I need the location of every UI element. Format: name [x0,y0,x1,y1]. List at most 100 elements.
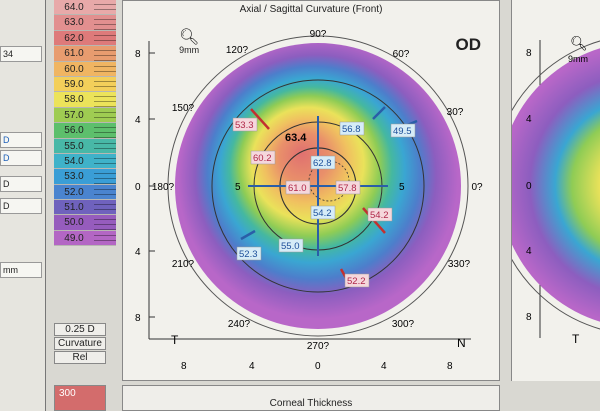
scale-step: 59.0 [54,76,116,93]
scale-step-ticks [94,153,116,169]
map-title: Axial / Sagittal Curvature (Front) [239,4,383,15]
x-tick-label: 8 [181,361,187,372]
temporal-label: T [572,332,580,346]
degree-label: 180? [152,182,175,193]
curvature-value: 52.3 [239,249,258,260]
scale-step: 54.0 [54,153,116,170]
scale-step: 49.0 [54,230,116,247]
y-tick-label: 4 [135,115,141,126]
scale-step: 60.0 [54,61,116,77]
info-field-3: D [0,150,42,166]
scale-step-ticks [94,107,116,123]
x-tick-label: 0 [315,361,321,372]
degree-label: 90? [310,29,327,40]
scale-step: 51.0 [54,200,116,216]
y-tick-label: 8 [526,48,532,59]
scale-step: 64.0 [54,0,116,16]
scale-step-ticks [94,61,116,76]
scale-step-ticks [94,46,116,61]
scale-step-ticks [94,215,116,230]
scale-step-ticks [94,138,116,153]
curvature-value: 61.0 [288,183,307,194]
color-scale-legend: 64.0 63.0 62.0 61.0 60.0 59.0 58.0 57.0 56.0 55.0… [54,0,116,247]
scale-step: 62.0 [54,30,116,47]
magnifier-icon[interactable]: 🔍︎ [179,29,200,46]
scale-step-label: 0.25 D [54,323,106,336]
second-curvature-map: 8 4 0 4 8 T 🔍︎ 9mm [491,35,600,346]
scale-step: 58.0 [54,92,116,108]
scale-type-label: Curvature [54,337,106,350]
info-field-6: mm [0,262,42,278]
y-tick-label: 8 [135,49,141,60]
scale-step-ticks [94,30,116,46]
magnifier-icon[interactable]: 🔍︎ [570,35,588,51]
degree-label: 240? [228,319,251,330]
thickness-scale-top: 300 [54,385,106,411]
zoom-label: 9mm [179,45,200,55]
scale-step-value: 53.0 [54,169,94,184]
y-axis-ticks [149,52,155,318]
scale-step-ticks [94,230,116,246]
zoom-control[interactable]: 🔍︎ 9mm [179,29,200,56]
scale-step-value: 52.0 [54,184,94,200]
y-tick-label: 4 [526,114,532,125]
curvature-value: 62.8 [313,158,332,169]
scale-step-value: 61.0 [54,46,94,61]
scale-step-ticks [94,92,116,107]
y-tick-label: 8 [526,312,532,323]
scale-step: 57.0 [54,107,116,124]
corneal-thickness-panel: Corneal Thickness [122,385,500,411]
scale-step-value: 57.0 [54,107,94,123]
scale-step-ticks [94,15,116,30]
scale-mode-label: Rel [54,351,106,364]
nasal-label: N [457,336,466,350]
left-info-panel: 34 D D D D mm [0,0,46,411]
second-map-panel: 8 4 0 4 8 T 🔍︎ 9mm [491,0,600,381]
scale-step: 56.0 [54,123,116,139]
degree-label: 330? [448,259,471,270]
y-tick-label: 0 [135,182,141,193]
scale-step: 61.0 [54,46,116,62]
curvature-value: 56.8 [342,124,361,135]
scale-step: 50.0 [54,215,116,231]
degree-label: 120? [226,45,249,56]
curvature-value: 53.3 [235,120,254,131]
x-tick-label: 4 [381,361,387,372]
degree-label: 210? [172,259,195,270]
degree-label: 300? [392,319,415,330]
degree-label: 270? [307,341,330,352]
scale-step-value: 55.0 [54,138,94,153]
y-tick-label: 4 [526,246,532,257]
scale-step-ticks [94,184,116,200]
scale-step-value: 58.0 [54,92,94,107]
curvature-value: 49.5 [393,126,412,137]
eye-label: OD [455,35,482,54]
curvature-value: 54.2 [370,210,389,221]
axial-curvature-map-panel: Axial / Sagittal Curvature (Front) 🔍︎ 9m… [122,0,500,381]
curvature-value: 52.2 [347,276,366,287]
info-field-5: D [0,198,42,214]
y-tick-label: 8 [135,313,141,324]
zone-ring-outer [211,79,425,293]
info-field-2: D [0,132,42,148]
scale-step: 63.0 [54,15,116,31]
temporal-label: T [171,333,179,347]
degree-label: 150? [172,103,195,114]
scale-step: 55.0 [54,138,116,154]
x-tick-label: 4 [249,361,255,372]
outer-degree-ring [167,35,469,337]
y-tick-label: 4 [135,247,141,258]
scale-step-value: 64.0 [54,0,94,15]
scale-step-value: 62.0 [54,30,94,46]
degree-label: 30? [447,107,464,118]
scale-step-ticks [94,200,116,215]
ring-radius-label: 5 [235,182,241,193]
scale-step-ticks [94,169,116,184]
scale-step-value: 49.0 [54,230,94,246]
scale-step-value: 50.0 [54,215,94,230]
scale-step: 52.0 [54,184,116,201]
corneal-thickness-title: Corneal Thickness [269,398,353,409]
scale-step: 53.0 [54,169,116,185]
curvature-map: 8 4 0 4 8 8 4 0 4 8 T N 90? 60? 30? 0? [135,29,483,372]
curvature-value: 54.2 [313,208,332,219]
